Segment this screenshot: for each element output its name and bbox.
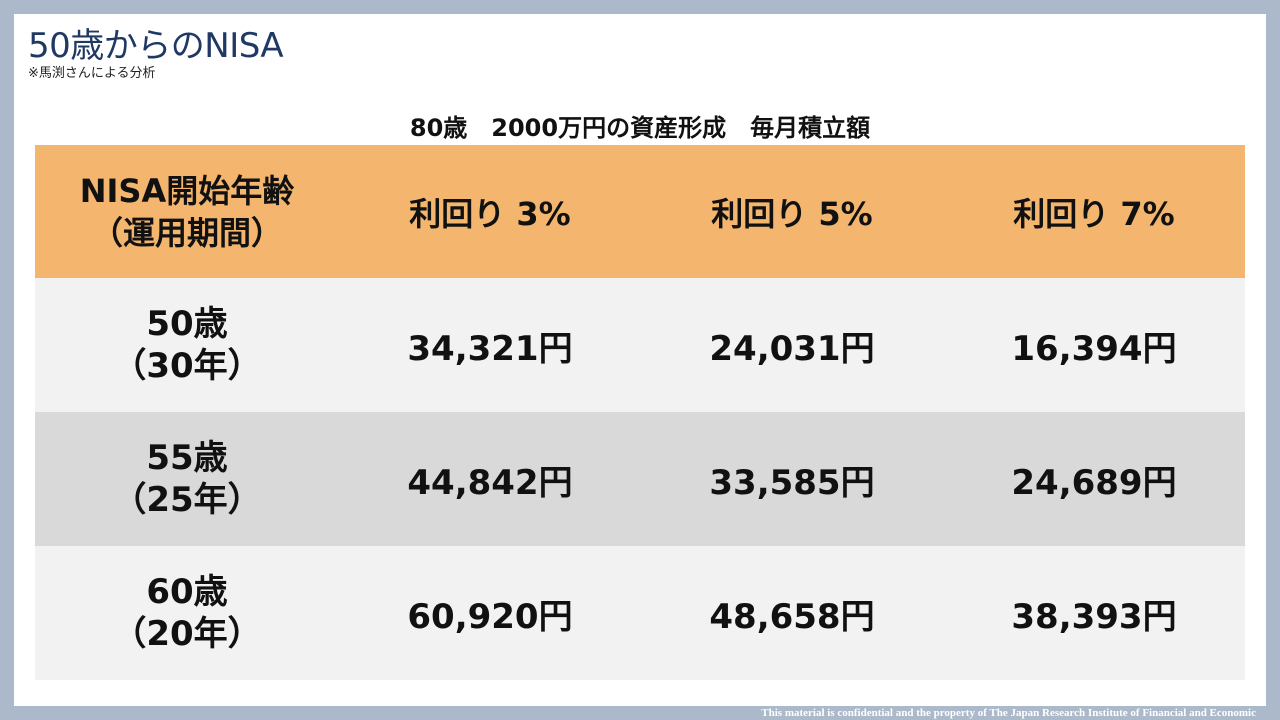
table-caption: 80歳 2000万円の資産形成 毎月積立額 bbox=[409, 114, 871, 142]
row-period: （20年） bbox=[112, 614, 262, 654]
value-cell: 38,393円 bbox=[1011, 596, 1177, 637]
header-start-age-label: NISA開始年齢 bbox=[79, 171, 295, 210]
value-cell: 24,689円 bbox=[1011, 462, 1177, 503]
value-cell: 60,920円 bbox=[407, 596, 573, 637]
header-period-label: （運用期間） bbox=[90, 213, 283, 252]
header-start-age: NISA開始年齢 （運用期間） bbox=[35, 145, 339, 278]
row-age-cell: 50歳 （30年） bbox=[35, 278, 339, 412]
table-row: 60歳 （20年） 60,920円 48,658円 38,393円 bbox=[35, 546, 1245, 680]
table-row: 55歳 （25年） 44,842円 33,585円 24,689円 bbox=[35, 412, 1245, 546]
row-age-cell: 60歳 （20年） bbox=[35, 546, 339, 680]
slide: 50歳からのNISA ※馬渕さんによる分析 80歳 2000万円の資産形成 毎月… bbox=[14, 14, 1266, 706]
header-yield-3: 利回り 3% bbox=[409, 194, 571, 233]
value-cell: 48,658円 bbox=[709, 596, 875, 637]
value-cell: 34,321円 bbox=[407, 328, 573, 369]
value-cell: 16,394円 bbox=[1011, 328, 1177, 369]
row-age: 60歳 bbox=[146, 572, 228, 612]
table-header-row: NISA開始年齢 （運用期間） 利回り 3% 利回り 5% 利回り 7% bbox=[35, 145, 1245, 278]
slide-title: 50歳からのNISA bbox=[28, 26, 284, 66]
row-age: 50歳 bbox=[146, 304, 228, 344]
row-period: （25年） bbox=[112, 480, 262, 520]
analysis-note: ※馬渕さんによる分析 bbox=[28, 66, 156, 81]
value-cell: 44,842円 bbox=[407, 462, 573, 503]
header-yield-5: 利回り 5% bbox=[711, 194, 873, 233]
value-cell: 24,031円 bbox=[709, 328, 875, 369]
row-age: 55歳 bbox=[146, 438, 228, 478]
value-cell: 33,585円 bbox=[709, 462, 875, 503]
table-row: 50歳 （30年） 34,321円 24,031円 16,394円 bbox=[35, 278, 1245, 412]
row-age-cell: 55歳 （25年） bbox=[35, 412, 339, 546]
confidentiality-footer: This material is confidential and the pr… bbox=[761, 707, 1256, 719]
header-yield-7: 利回り 7% bbox=[1013, 194, 1175, 233]
monthly-contribution-table: NISA開始年齢 （運用期間） 利回り 3% 利回り 5% 利回り 7% 50歳… bbox=[35, 145, 1245, 680]
row-period: （30年） bbox=[112, 346, 262, 386]
